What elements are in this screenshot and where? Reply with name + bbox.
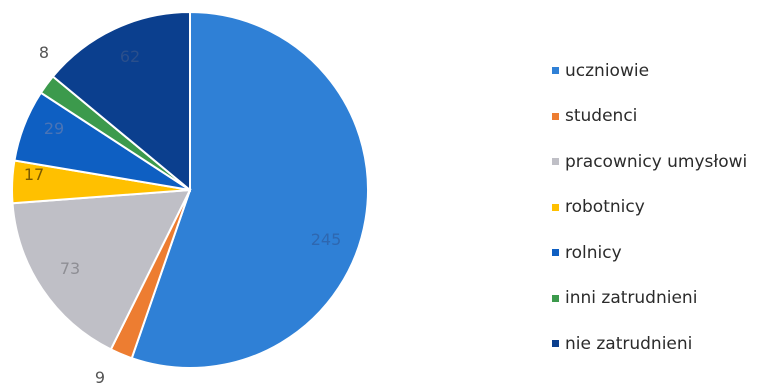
chart-legend: uczniowie studenci pracownicy umysłowi robo…	[552, 48, 747, 367]
legend-swatch	[552, 294, 559, 302]
legend-label: inni zatrudnieni	[565, 288, 698, 309]
legend-swatch	[552, 112, 559, 120]
legend-label: studenci	[565, 106, 638, 127]
data-label-pracownicy-umysłowi: 73	[60, 259, 80, 278]
legend-item-studenci: studenci	[552, 94, 747, 140]
data-label-uczniowie: 245	[311, 230, 342, 249]
data-label-inni-zatrudnieni: 8	[39, 43, 49, 62]
pie-slice-nie-zatrudnieni	[51, 10, 191, 193]
legend-label: robotnicy	[565, 197, 645, 218]
legend-swatch	[552, 67, 559, 75]
legend-label: uczniowie	[565, 60, 650, 81]
legend-item-uczniowie: uczniowie	[552, 48, 747, 94]
legend-swatch	[552, 158, 559, 166]
legend-item-nie-zatrudnieni: nie zatrudnieni	[552, 321, 747, 367]
data-label-robotnicy: 17	[24, 165, 44, 184]
data-label-rolnicy: 29	[44, 119, 64, 138]
data-label-nie-zatrudnieni: 62	[120, 47, 140, 66]
legend-swatch	[552, 340, 559, 348]
pie-slices	[11, 10, 369, 369]
legend-label: nie zatrudnieni	[565, 333, 693, 354]
legend-item-pracownicy-umysłowi: pracownicy umysłowi	[552, 139, 747, 185]
legend-item-inni-zatrudnieni: inni zatrudnieni	[552, 276, 747, 322]
legend-swatch	[552, 203, 559, 211]
legend-label: rolnicy	[565, 242, 622, 263]
legend-item-rolnicy: rolnicy	[552, 230, 747, 276]
pie-data-labels: 245 9 73 17 29 8 62	[24, 43, 341, 387]
data-label-studenci: 9	[95, 368, 105, 387]
legend-label: pracownicy umysłowi	[565, 151, 748, 172]
legend-item-robotnicy: robotnicy	[552, 185, 747, 231]
pie-slice-pracownicy-umysłowi	[11, 188, 192, 351]
legend-swatch	[552, 249, 559, 257]
